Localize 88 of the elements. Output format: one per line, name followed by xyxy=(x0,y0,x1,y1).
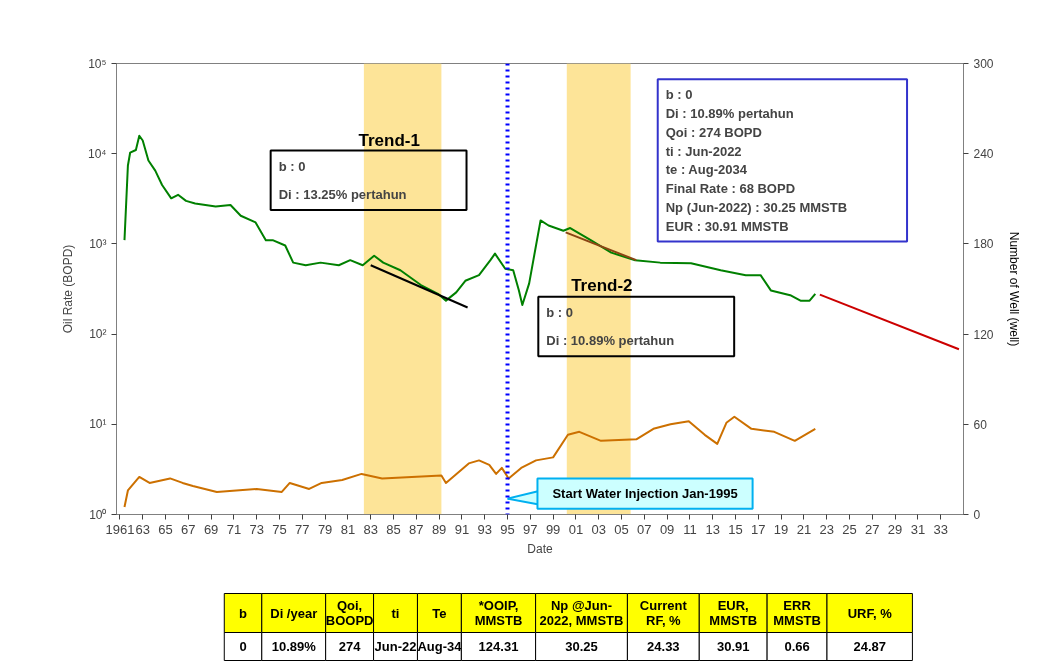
text: 30.91 xyxy=(716,639,750,654)
text: 24.33 xyxy=(647,639,680,654)
x-tick-label: 93 xyxy=(477,521,492,537)
x-tick-label: 17 xyxy=(751,521,766,537)
x-tick-label: 79 xyxy=(317,521,333,537)
x-tick-label: 1961 xyxy=(105,521,135,537)
annotation: Di : 10.89% pertahun xyxy=(665,106,794,122)
x-tick-label: 03 xyxy=(591,521,606,537)
x-tick-label: 63 xyxy=(135,521,150,537)
x-tick-label: 27 xyxy=(865,521,880,537)
x-tick-label: 91 xyxy=(454,521,470,537)
text: Np @Jun- 2022, MMSTB xyxy=(539,598,624,628)
x-tick-label: 23 xyxy=(819,521,834,537)
annotation: te : Aug-2034 xyxy=(665,162,748,178)
x-tick-label: 97 xyxy=(523,521,538,537)
x-tick-label: 69 xyxy=(203,521,219,537)
annotation: b : 0 xyxy=(665,87,693,103)
x-tick-label: 09 xyxy=(659,521,675,537)
y2-tick-label: 0 xyxy=(973,508,981,522)
y-tick-label: 10² xyxy=(89,327,107,342)
annotation: Np (Jun-2022) : 30.25 MMSTB xyxy=(665,199,848,215)
annotation: EUR : 30.91 MMSTB xyxy=(665,218,789,234)
ref-line-label: Start Water Injection Jan-1995 xyxy=(552,486,738,502)
x-tick-label: 77 xyxy=(295,521,310,537)
annotation: b : 0 xyxy=(546,304,574,320)
x-axis-title: Date xyxy=(527,541,553,556)
text: *OOIP, MMSTB xyxy=(474,598,523,628)
text: Aug-34 xyxy=(417,639,463,654)
text: 10.89% xyxy=(271,639,317,654)
x-tick-label: 05 xyxy=(614,521,629,537)
text: b xyxy=(239,605,248,621)
line-series xyxy=(123,415,817,508)
annotation: b : 0 xyxy=(278,158,306,174)
x-tick-label: 85 xyxy=(386,521,401,537)
y2-axis-title: Number of Well (well) xyxy=(1006,231,1021,347)
annotation: Qoi : 274 BOPD xyxy=(665,124,762,140)
x-tick-label: 73 xyxy=(249,521,264,537)
text: URF, % xyxy=(847,605,893,621)
y-tick-label: 10¹ xyxy=(89,417,107,432)
x-tick-label: 15 xyxy=(728,521,743,537)
text: Te xyxy=(432,605,447,621)
y-tick-label: 10⁴ xyxy=(88,146,107,161)
y2-tick-label: 180 xyxy=(973,237,994,252)
x-tick-label: 19 xyxy=(773,521,789,537)
x-tick-label: 29 xyxy=(887,521,903,537)
y2-tick-label: 300 xyxy=(973,57,994,71)
y-tick-label: 10³ xyxy=(89,236,107,251)
x-tick-label: 67 xyxy=(181,521,196,537)
x-tick-label: 31 xyxy=(910,521,926,537)
text: ti xyxy=(391,605,400,621)
x-tick-label: 11 xyxy=(683,521,697,537)
text: 274 xyxy=(338,639,362,654)
text: 30.25 xyxy=(565,639,598,654)
x-tick-label: 07 xyxy=(637,521,652,537)
x-tick-label: 25 xyxy=(842,521,857,537)
x-tick-label: 01 xyxy=(568,521,584,537)
text: Jun-22 xyxy=(374,639,417,654)
x-tick-label: 65 xyxy=(158,521,173,537)
text: Current RF, % xyxy=(639,598,688,628)
text: EUR, MMSTB xyxy=(709,598,758,628)
x-tick-label: 21 xyxy=(796,521,812,537)
text: 124.31 xyxy=(478,639,519,654)
x-tick-label: 83 xyxy=(363,521,378,537)
x-tick-label: 75 xyxy=(272,521,287,537)
y2-tick-label: 120 xyxy=(973,327,994,342)
y2-tick-label: 60 xyxy=(973,417,988,432)
text: 24.87 xyxy=(853,639,886,654)
x-tick-label: 99 xyxy=(545,521,561,537)
annotation: Trend-2 xyxy=(571,275,633,295)
y-tick-label: 10⁰ xyxy=(89,507,107,522)
y2-tick-label: 240 xyxy=(973,147,994,162)
x-tick-label: 81 xyxy=(340,521,356,537)
x-tick-label: 71 xyxy=(226,521,242,537)
text: ERR MMSTB xyxy=(773,598,821,628)
text: Di /year xyxy=(270,605,318,621)
x-tick-label: 87 xyxy=(409,521,424,537)
x-tick-label: 33 xyxy=(933,521,948,537)
x-tick-label: 95 xyxy=(500,521,515,537)
text: Qoi, BOOPD xyxy=(325,598,374,628)
text: 0.66 xyxy=(784,639,810,654)
annotation: Final Rate : 68 BOPD xyxy=(665,181,796,197)
x-tick-label: 89 xyxy=(431,521,447,537)
annotation: Trend-1 xyxy=(358,131,420,151)
y-tick-label: 10⁵ xyxy=(88,56,107,71)
y-axis-title: Oil Rate (BOPD) xyxy=(61,244,75,334)
annotation: ti : Jun-2022 xyxy=(665,143,742,159)
text: 0 xyxy=(239,639,247,654)
x-tick-label: 13 xyxy=(705,521,720,537)
